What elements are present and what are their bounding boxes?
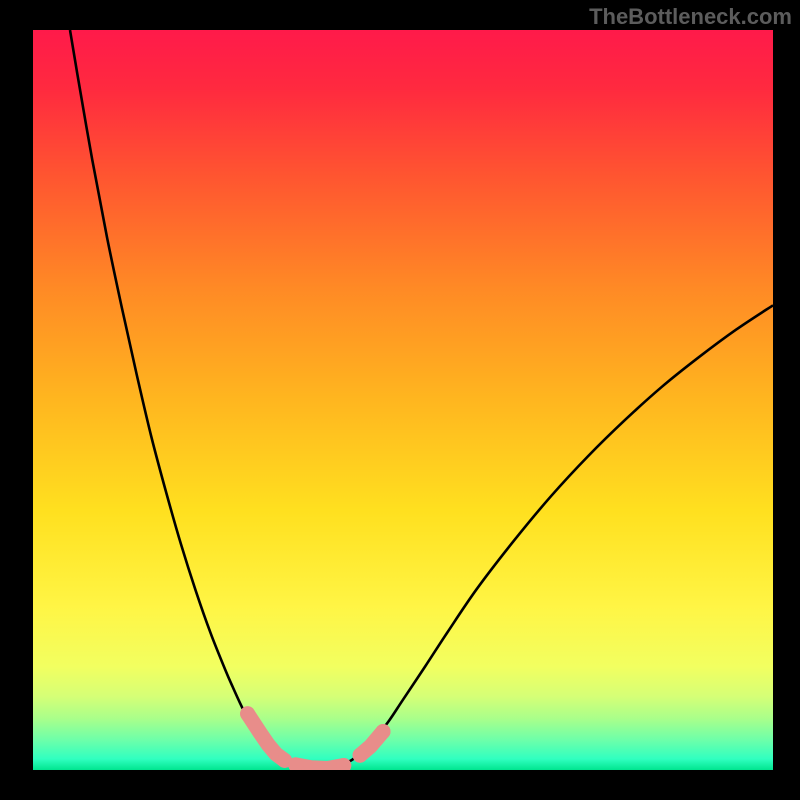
marker-dot [288, 757, 303, 772]
marker-dot [376, 724, 391, 739]
watermark-text: TheBottleneck.com [589, 4, 792, 30]
marker-dot [336, 758, 351, 773]
marker-dot [240, 706, 255, 721]
bottleneck-chart [0, 0, 800, 800]
marker-dot [353, 748, 368, 763]
plot-background [33, 30, 773, 770]
